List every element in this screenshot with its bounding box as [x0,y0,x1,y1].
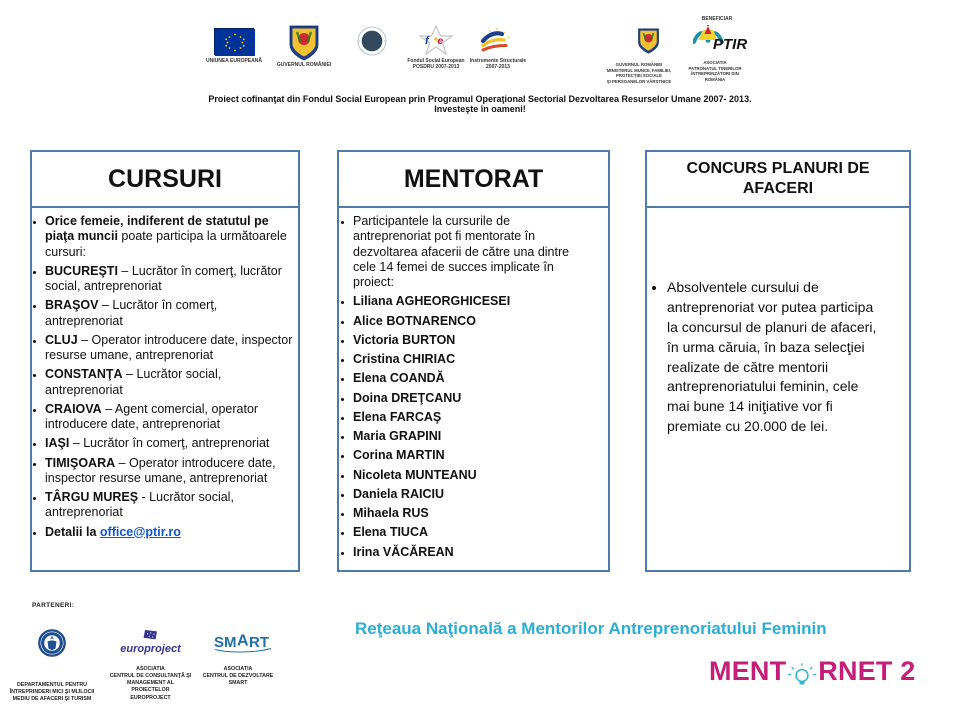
svg-text:RT: RT [249,634,269,651]
svg-text:SM: SM [214,634,237,651]
svg-text:A: A [237,633,249,650]
svg-text:e: e [438,36,444,47]
